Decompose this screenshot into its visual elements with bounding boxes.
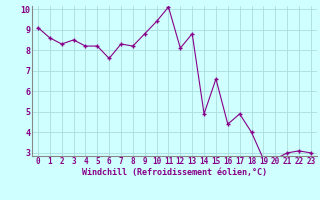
X-axis label: Windchill (Refroidissement éolien,°C): Windchill (Refroidissement éolien,°C) (82, 168, 267, 177)
